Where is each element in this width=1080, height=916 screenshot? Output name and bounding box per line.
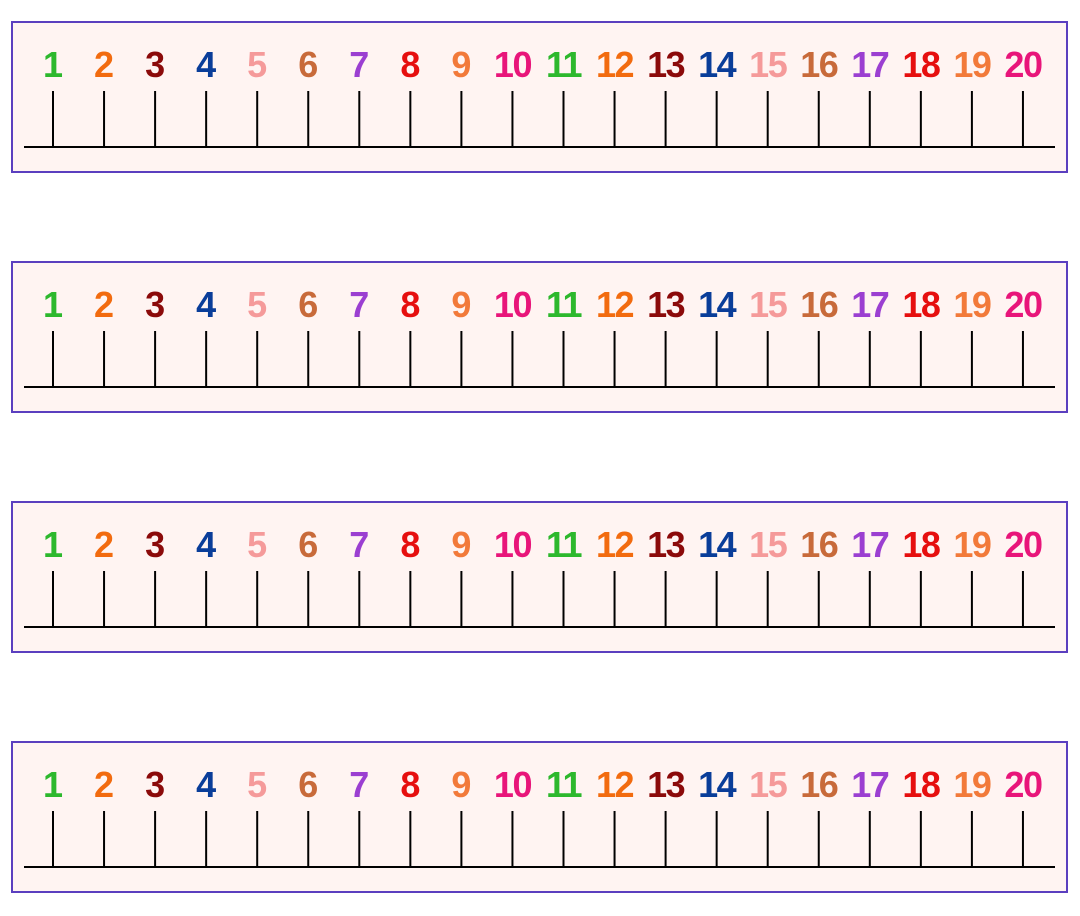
number-label-1: 1 [43, 44, 63, 85]
number-label-4: 4 [196, 524, 216, 565]
number-label-3: 3 [145, 44, 165, 85]
number-label-7: 7 [349, 524, 369, 565]
number-label-20: 20 [1004, 764, 1042, 805]
number-label-4: 4 [196, 44, 216, 85]
number-label-9: 9 [451, 524, 471, 565]
number-label-11: 11 [546, 44, 583, 85]
number-label-6: 6 [298, 284, 318, 325]
number-label-1: 1 [43, 284, 63, 325]
number-label-16: 16 [800, 284, 838, 325]
number-label-3: 3 [145, 284, 165, 325]
number-label-14: 14 [698, 764, 737, 805]
number-label-13: 13 [647, 284, 685, 325]
number-label-11: 11 [546, 284, 583, 325]
number-label-10: 10 [494, 524, 532, 565]
number-label-17: 17 [851, 524, 889, 565]
number-label-14: 14 [698, 44, 737, 85]
number-label-5: 5 [247, 524, 267, 565]
number-label-11: 11 [546, 764, 583, 805]
number-line-strip-4: 1 2 3 4 5 6 7 8 9 10 11 12 13 14 15 16 17 18 19 20 [11, 741, 1068, 893]
number-label-12: 12 [596, 44, 634, 85]
number-label-8: 8 [400, 764, 420, 805]
number-label-3: 3 [145, 764, 165, 805]
number-label-15: 15 [749, 284, 788, 325]
number-label-7: 7 [349, 764, 369, 805]
number-label-6: 6 [298, 44, 318, 85]
number-label-1: 1 [43, 524, 63, 565]
number-label-2: 2 [94, 44, 114, 85]
number-label-18: 18 [902, 764, 940, 805]
number-label-5: 5 [247, 284, 267, 325]
number-label-12: 12 [596, 284, 634, 325]
number-label-15: 15 [749, 524, 788, 565]
number-label-2: 2 [94, 524, 114, 565]
number-label-4: 4 [196, 764, 216, 805]
number-label-11: 11 [546, 524, 583, 565]
number-label-8: 8 [400, 524, 420, 565]
number-label-16: 16 [800, 44, 838, 85]
number-label-6: 6 [298, 764, 318, 805]
number-label-13: 13 [647, 524, 685, 565]
number-label-8: 8 [400, 44, 420, 85]
number-label-7: 7 [349, 284, 369, 325]
number-label-10: 10 [494, 284, 532, 325]
number-label-19: 19 [953, 764, 991, 805]
number-label-18: 18 [902, 524, 940, 565]
number-label-9: 9 [451, 44, 471, 85]
number-label-15: 15 [749, 764, 788, 805]
number-label-14: 14 [698, 524, 737, 565]
number-label-15: 15 [749, 44, 788, 85]
number-line-strip-3: 1 2 3 4 5 6 7 8 9 10 11 12 13 14 15 16 17 18 19 20 [11, 501, 1068, 653]
number-label-20: 20 [1004, 524, 1042, 565]
number-label-18: 18 [902, 44, 940, 85]
number-label-4: 4 [196, 284, 216, 325]
number-label-9: 9 [451, 764, 471, 805]
number-label-2: 2 [94, 764, 114, 805]
number-label-17: 17 [851, 44, 889, 85]
number-label-1: 1 [43, 764, 63, 805]
number-label-16: 16 [800, 524, 838, 565]
number-line-strip-1: 1 2 3 4 5 6 7 8 9 10 11 12 13 14 15 16 17 18 19 20 [11, 21, 1068, 173]
number-label-19: 19 [953, 524, 991, 565]
number-label-19: 19 [953, 44, 991, 85]
number-label-17: 17 [851, 284, 889, 325]
number-label-9: 9 [451, 284, 471, 325]
number-label-2: 2 [94, 284, 114, 325]
number-label-10: 10 [494, 764, 532, 805]
number-label-16: 16 [800, 764, 838, 805]
number-label-12: 12 [596, 764, 634, 805]
number-label-12: 12 [596, 524, 634, 565]
number-label-7: 7 [349, 44, 369, 85]
number-label-18: 18 [902, 284, 940, 325]
number-label-20: 20 [1004, 284, 1042, 325]
number-label-5: 5 [247, 764, 267, 805]
number-label-3: 3 [145, 524, 165, 565]
number-label-8: 8 [400, 284, 420, 325]
number-label-19: 19 [953, 284, 991, 325]
number-label-13: 13 [647, 44, 685, 85]
number-line-strip-2: 1 2 3 4 5 6 7 8 9 10 11 12 13 14 15 16 17 18 19 20 [11, 261, 1068, 413]
number-label-17: 17 [851, 764, 889, 805]
number-label-14: 14 [698, 284, 737, 325]
number-label-6: 6 [298, 524, 318, 565]
number-label-5: 5 [247, 44, 267, 85]
number-label-10: 10 [494, 44, 532, 85]
number-label-20: 20 [1004, 44, 1042, 85]
number-label-13: 13 [647, 764, 685, 805]
